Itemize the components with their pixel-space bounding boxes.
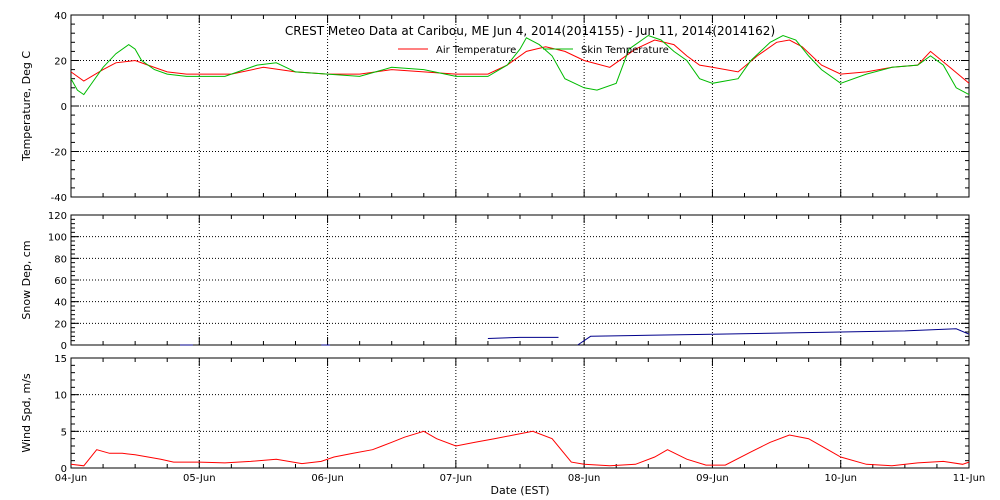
y-axis-label: Wind Spd, m/s <box>20 373 33 453</box>
legend-label: Air Temperature <box>436 45 516 56</box>
series-line-0-0 <box>70 39 970 84</box>
series-line-1-0 <box>577 328 970 346</box>
series-line-2-0 <box>70 430 970 467</box>
x-tick-label: 07-Jun <box>440 473 473 484</box>
legend-label: Skin Temperature <box>581 45 669 56</box>
panel-0: -40 -20 0 20 40 Temperature, Deg C <box>20 11 970 204</box>
y-tick-label: 40 <box>54 11 67 22</box>
x-tick-label: 09-Jun <box>696 473 729 484</box>
y-tick-label: 0 <box>61 341 67 352</box>
y-tick-label: 0 <box>61 102 67 113</box>
x-tick-label: 08-Jun <box>568 473 601 484</box>
y-tick-label: 120 <box>48 211 67 222</box>
series-line-1-0 <box>487 336 559 339</box>
y-tick-label: 40 <box>54 298 67 309</box>
panel-frame <box>70 357 970 469</box>
y-tick-label: 20 <box>54 57 67 68</box>
y-tick-label: -20 <box>51 148 67 159</box>
panel-1: 0 20 40 60 80 100 120 Snow Dep, cm <box>20 211 970 352</box>
x-axis-label: Date (EST) <box>490 484 549 497</box>
y-tick-label: 15 <box>54 354 67 365</box>
x-tick-label: 05-Jun <box>183 473 216 484</box>
y-axis-label: Temperature, Deg C <box>20 51 33 162</box>
y-tick-label: -40 <box>51 193 67 204</box>
panel-2: 0 5 10 15 Wind Spd, m/s <box>20 354 970 475</box>
y-tick-label: 20 <box>54 319 67 330</box>
y-tick-label: 60 <box>54 276 67 287</box>
x-tick-label: 06-Jun <box>311 473 344 484</box>
y-tick-label: 10 <box>54 391 67 402</box>
x-tick-label: 11-Jun <box>953 473 986 484</box>
panel-frame <box>70 14 970 198</box>
panel-frame <box>70 214 970 346</box>
y-tick-label: 100 <box>48 233 67 244</box>
series-line-0-1 <box>70 34 970 96</box>
y-tick-label: 80 <box>54 254 67 265</box>
x-tick-label: 04-Jun <box>55 473 88 484</box>
chart-title: CREST Meteo Data at Caribou, ME Jun 4, 2… <box>285 24 775 38</box>
y-tick-label: 0 <box>61 464 67 475</box>
x-tick-label: 10-Jun <box>824 473 857 484</box>
y-axis-label: Snow Dep, cm <box>20 240 33 319</box>
y-tick-label: 5 <box>61 427 67 438</box>
legend: Air Temperature Skin Temperature <box>398 45 669 56</box>
